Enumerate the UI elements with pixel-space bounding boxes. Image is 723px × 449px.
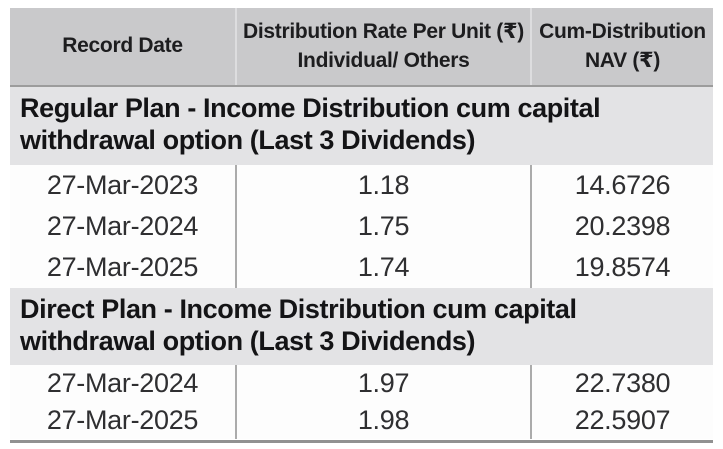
table-row: 27-Mar-2024 1.97 22.7380 <box>10 365 713 403</box>
rate-cell: 1.97 <box>235 365 530 403</box>
direct-plan-section: Direct Plan - Income Distribution cum ca… <box>10 287 713 440</box>
distribution-rate-header: Distribution Rate Per Unit (₹) Individua… <box>235 8 530 85</box>
rate-cell: 1.75 <box>235 205 530 247</box>
table-header-row: Record Date Distribution Rate Per Unit (… <box>10 8 713 87</box>
cum-distribution-nav-header-line2: NAV (₹) <box>584 48 661 72</box>
nav-cell: 20.2398 <box>530 205 713 247</box>
table-bottom-rule <box>10 440 713 444</box>
record-date-header: Record Date <box>10 8 235 85</box>
direct-plan-section-title: Direct Plan - Income Distribution cum ca… <box>10 287 713 366</box>
cum-distribution-nav-header-line1: Cum-Distribution <box>539 20 706 44</box>
nav-cell: 14.6726 <box>530 164 713 206</box>
nav-cell: 19.8574 <box>530 246 713 288</box>
nav-cell: 22.5907 <box>530 402 713 440</box>
cum-distribution-nav-header: Cum-Distribution NAV (₹) <box>530 8 713 85</box>
record-date-header-label: Record Date <box>62 34 183 58</box>
record-date-cell: 27-Mar-2024 <box>46 210 199 241</box>
rate-cell: 1.74 <box>235 246 530 288</box>
dividend-history-table: Record Date Distribution Rate Per Unit (… <box>10 8 713 444</box>
distribution-rate-header-line2: Individual/ Others <box>297 48 470 72</box>
regular-plan-section-title: Regular Plan - Income Distribution cum c… <box>10 87 713 165</box>
record-date-cell: 27-Mar-2025 <box>46 251 199 282</box>
table-row: 27-Mar-2024 1.75 20.2398 <box>10 205 713 247</box>
record-date-cell: 27-Mar-2024 <box>46 368 199 399</box>
record-date-cell: 27-Mar-2025 <box>46 405 199 436</box>
nav-cell: 22.7380 <box>530 365 713 403</box>
rate-cell: 1.18 <box>235 164 530 206</box>
table-row: 27-Mar-2023 1.18 14.6726 <box>10 164 713 206</box>
table-row: 27-Mar-2025 1.74 19.8574 <box>10 246 713 288</box>
distribution-rate-header-line1: Distribution Rate Per Unit (₹) <box>243 20 524 44</box>
table-row: 27-Mar-2025 1.98 22.5907 <box>10 402 713 440</box>
regular-plan-section: Regular Plan - Income Distribution cum c… <box>10 87 713 288</box>
rate-cell: 1.98 <box>235 402 530 440</box>
record-date-cell: 27-Mar-2023 <box>46 169 199 200</box>
